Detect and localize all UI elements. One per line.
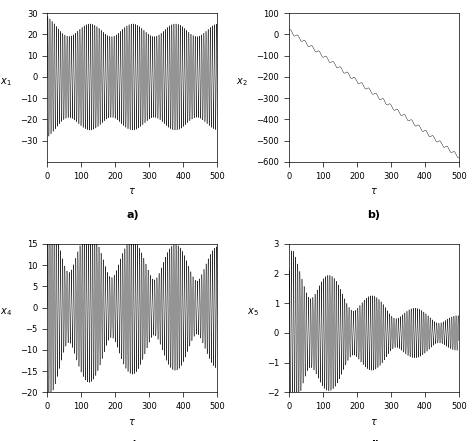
Y-axis label: $x_5$: $x_5$: [247, 306, 259, 318]
X-axis label: $\tau$: $\tau$: [128, 186, 136, 196]
X-axis label: $\tau$: $\tau$: [370, 417, 378, 427]
Y-axis label: $x_2$: $x_2$: [236, 76, 248, 88]
Text: d): d): [368, 440, 380, 441]
Y-axis label: $x_4$: $x_4$: [0, 306, 12, 318]
Y-axis label: $x_1$: $x_1$: [0, 76, 12, 88]
Text: b): b): [368, 209, 380, 220]
Text: a): a): [126, 209, 139, 220]
X-axis label: $\tau$: $\tau$: [128, 417, 136, 427]
X-axis label: $\tau$: $\tau$: [370, 186, 378, 196]
Text: c): c): [126, 440, 138, 441]
